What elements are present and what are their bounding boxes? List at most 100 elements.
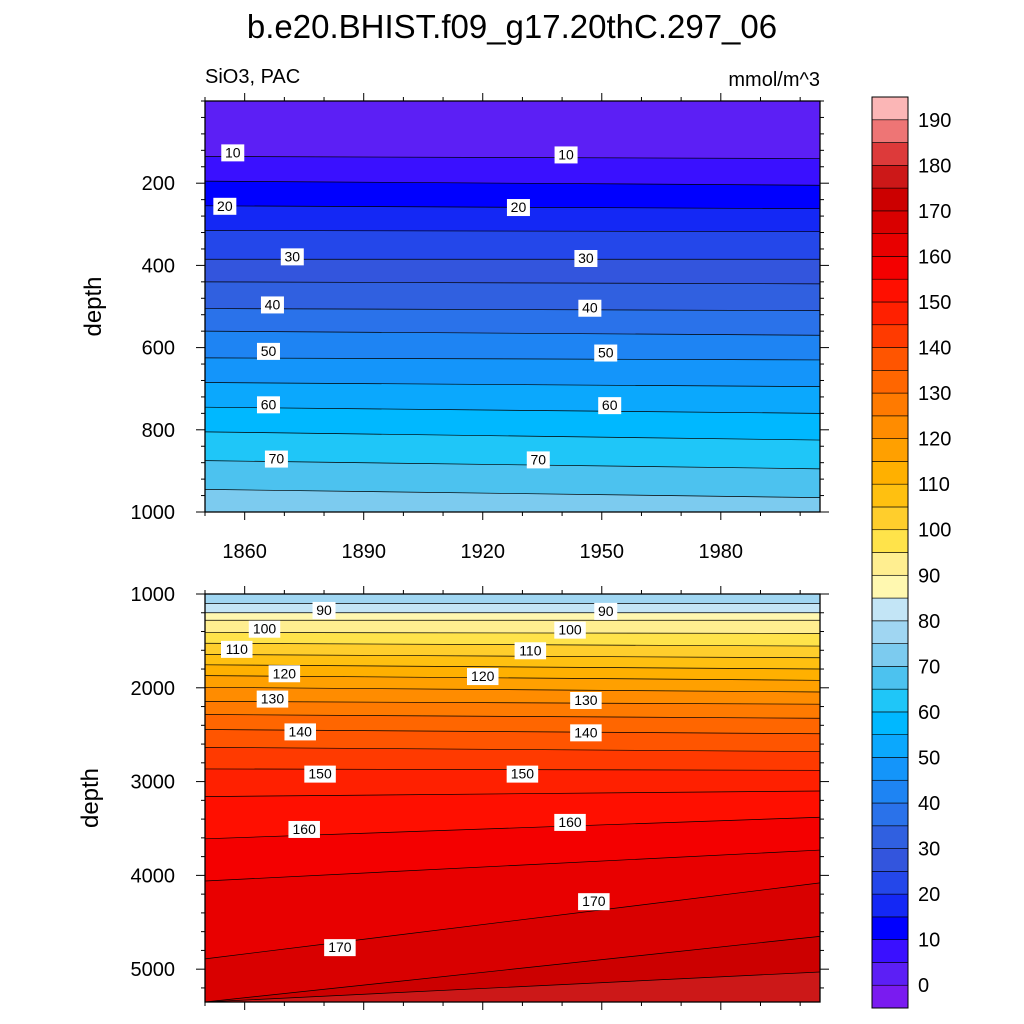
colorbar-box [871, 757, 909, 781]
colorbar-box [871, 802, 909, 827]
colorbar-label: 150 [918, 292, 951, 314]
contour-label-box [256, 396, 280, 414]
contour-line-50 [205, 357, 820, 361]
plot-frame [204, 100, 821, 513]
x-tick-label: 1920 [460, 541, 505, 563]
contour-label-box [578, 893, 610, 911]
contour-label-box [594, 344, 618, 362]
variable-region-label: SiO3, PAC [205, 66, 300, 88]
colorbar-box [871, 142, 909, 166]
colorbar-box [871, 916, 909, 940]
contour-label: 40 [578, 299, 602, 317]
chart-title: b.e20.BHIST.f09_g17.20thC.297_06 [247, 8, 777, 45]
contour-line-40 [205, 308, 820, 311]
colorbar-box [871, 871, 909, 895]
colorbar-box [871, 119, 909, 143]
contour-label-text: 20 [217, 198, 233, 214]
colorbar-box [871, 187, 909, 212]
contour-label: 40 [260, 296, 284, 314]
colorbar-box [871, 597, 909, 622]
contour-label-text: 160 [293, 821, 317, 837]
contour-line-35 [205, 281, 820, 285]
contour-label: 10 [221, 144, 245, 162]
colorbar-box [871, 461, 909, 485]
contour-label-text: 130 [261, 691, 285, 707]
colorbar-box [871, 96, 909, 121]
colorbar-box [871, 233, 909, 257]
colorbar-label: 30 [918, 839, 940, 861]
contour-label: 10 [554, 146, 578, 164]
colorbar-box [871, 848, 909, 872]
colorbar-box [871, 552, 909, 576]
colorbar-box [871, 165, 909, 189]
contour-label-text: 110 [226, 641, 249, 657]
contour-label: 70 [526, 451, 550, 469]
upper-panel: 1860 1890 1920 1950 1980 200 400 600 800 1000 dept… [80, 93, 829, 563]
contour-label-box [220, 640, 253, 658]
contour-label-box [554, 813, 586, 831]
contour-label-text: 160 [558, 814, 582, 830]
contour-line-125 [205, 686, 820, 693]
contour-label-box [506, 199, 530, 217]
colorbar-box [871, 939, 909, 963]
y-tick-label: 200 [142, 173, 175, 195]
y-tick-label: 600 [142, 338, 175, 360]
y-tick-label: 4000 [131, 865, 176, 887]
contour-label-text: 90 [316, 602, 332, 618]
contour-label: 130 [570, 691, 602, 709]
colorbar-box [871, 506, 909, 531]
colorbar-box [871, 369, 909, 394]
contour-label-box [288, 820, 320, 838]
contour-label-text: 100 [558, 622, 582, 638]
contour-label: 150 [506, 765, 539, 783]
y-tick-label: 5000 [131, 959, 176, 981]
contour-label-text: 120 [273, 665, 297, 681]
contour-line-115 [205, 664, 820, 670]
contour-line-100 [205, 632, 820, 634]
contour-label: 140 [284, 723, 316, 741]
contour-label: 150 [304, 765, 336, 783]
contour-label: 100 [554, 621, 586, 639]
contour-label-text: 110 [519, 642, 542, 658]
colorbar-box [871, 529, 909, 553]
contour-label-box [256, 342, 280, 360]
contour-label-text: 70 [269, 451, 285, 467]
contour-label-box [594, 602, 618, 620]
colorbar-box [871, 893, 909, 918]
colorbar-label: 140 [918, 338, 951, 360]
units-label: mmol/m^3 [728, 69, 820, 91]
contour-label-box [466, 668, 499, 686]
contour-label-text: 20 [511, 199, 527, 215]
contour-label: 60 [598, 397, 622, 415]
contour-label-box [570, 724, 602, 742]
colorbar-label: 160 [918, 246, 951, 268]
x-tick-label: 1860 [222, 541, 267, 563]
colorbar-label: 60 [918, 702, 940, 724]
y-tick-label: 2000 [131, 678, 176, 700]
contour-line-145 [205, 747, 820, 752]
contour-label-text: 120 [471, 668, 495, 684]
colorbar-label: 10 [918, 930, 940, 952]
contour-label-text: 170 [582, 893, 606, 909]
contour-label-text: 150 [308, 766, 332, 782]
contour-label-text: 10 [225, 144, 241, 160]
contour-label-box [598, 397, 622, 415]
contour-label: 120 [268, 665, 301, 683]
colorbar-label: 190 [918, 110, 951, 132]
x-tick-label: 1890 [341, 541, 386, 563]
colorbar-label: 20 [918, 884, 940, 906]
x-tick-label: 1980 [699, 541, 744, 563]
x-tick-label: 1950 [580, 541, 625, 563]
contour-line-155 [205, 790, 820, 797]
colorbar-label: 110 [918, 474, 950, 496]
contour-label-box [526, 451, 550, 469]
contour-line-70 [205, 460, 820, 470]
contour-label: 20 [213, 197, 237, 215]
contour-line-110 [205, 654, 820, 659]
contour-label: 110 [220, 640, 253, 658]
contour-label-box [570, 691, 602, 709]
colorbar-box [871, 438, 909, 462]
contour-label-box [260, 296, 284, 314]
